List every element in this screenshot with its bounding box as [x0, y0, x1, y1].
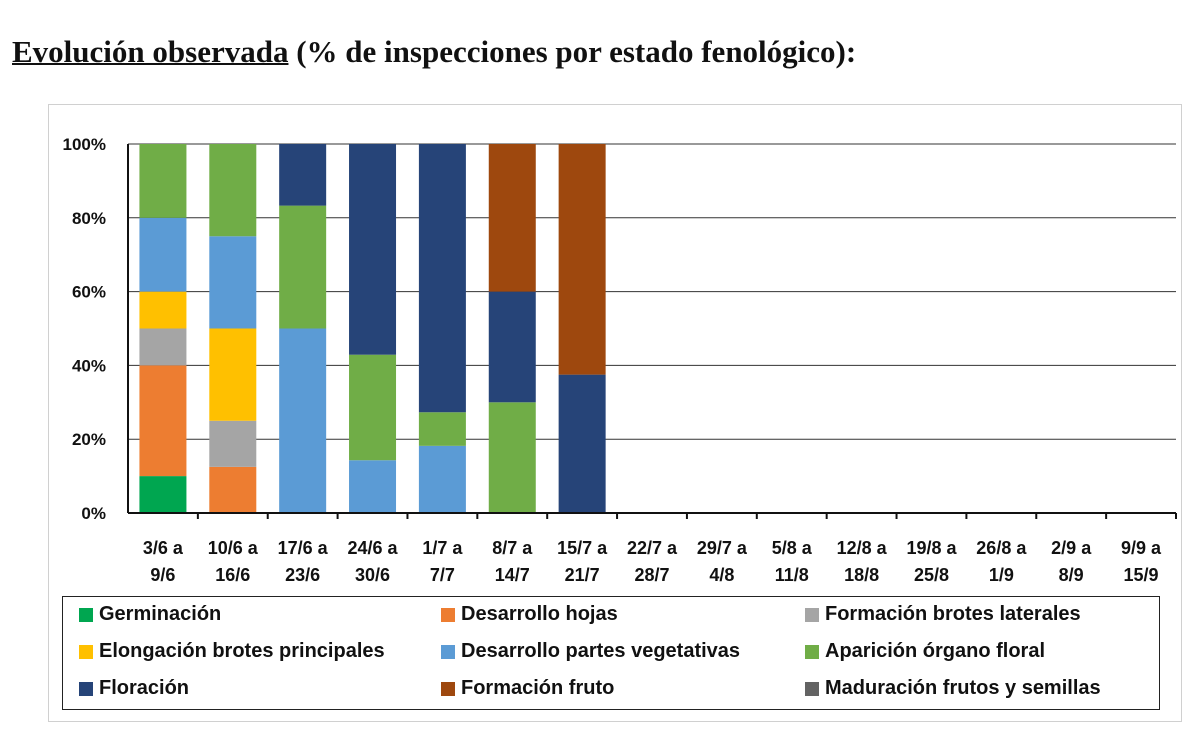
bar-segment-formación-brotes-laterales — [209, 420, 257, 467]
x-tick-label: 3/6 a — [143, 538, 184, 558]
x-tick-label: 26/8 a — [976, 538, 1027, 558]
x-tick-label: 8/9 — [1059, 565, 1084, 585]
bar-segment-floración — [349, 144, 397, 355]
y-tick-label: 80% — [72, 209, 106, 228]
bar-segment-desarrollo-partes-vegetativas — [139, 217, 187, 292]
x-tick-label: 7/7 — [430, 565, 455, 585]
x-tick-label: 15/9 — [1124, 565, 1159, 585]
legend-label: Elongación brotes principales — [99, 640, 385, 662]
bar-segment-floración — [418, 144, 466, 413]
legend-swatch — [79, 607, 93, 622]
bar-segment-formación-brotes-laterales — [139, 328, 187, 366]
bar-segment-desarrollo-partes-vegetativas — [349, 460, 397, 513]
y-tick-label: 100% — [63, 135, 106, 154]
x-tick-label: 21/7 — [565, 565, 600, 585]
legend-label: Desarrollo partes vegetativas — [461, 640, 741, 662]
x-tick-label: 24/6 a — [348, 538, 399, 558]
y-tick-label: 20% — [72, 430, 106, 449]
bar-segment-floración — [558, 374, 606, 513]
bar-segment-formación-fruto — [558, 144, 606, 375]
bar-segment-aparición-órgano-floral — [209, 144, 257, 237]
y-tick-label: 0% — [81, 504, 106, 523]
legend-item: Germinación — [79, 603, 221, 626]
bar-segment-floración — [488, 291, 536, 403]
x-tick-label: 19/8 a — [906, 538, 957, 558]
x-tick-label: 1/9 — [989, 565, 1014, 585]
legend-item: Desarrollo hojas — [441, 603, 618, 626]
x-tick-label: 17/6 a — [278, 538, 329, 558]
x-tick-label: 1/7 a — [422, 538, 463, 558]
x-tick-label: 25/8 — [914, 565, 949, 585]
x-tick-label: 2/9 a — [1051, 538, 1092, 558]
bar-segment-desarrollo-partes-vegetativas — [418, 445, 466, 513]
stacked-bar-chart: 0% 20% 40% 60% 80% 100% 3/6 a 9/6 10/6 a 16/6 17/6… — [63, 135, 1177, 585]
x-tick-label: 23/6 — [285, 565, 320, 585]
bar-segment-desarrollo-hojas — [209, 466, 257, 513]
bar-segment-aparición-órgano-floral — [349, 354, 397, 461]
legend-swatch — [805, 607, 819, 622]
x-tick-label: 4/8 — [709, 565, 734, 585]
bar-segment-aparición-órgano-floral — [488, 402, 536, 513]
legend-label: Desarrollo hojas — [461, 603, 618, 625]
legend-label: Floración — [99, 677, 190, 699]
bar-segment-aparición-órgano-floral — [279, 205, 327, 329]
x-tick-label: 8/7 a — [492, 538, 533, 558]
legend-item: Desarrollo partes vegetativas — [441, 640, 740, 663]
legend: Germinación Desarrollo hojas Formación bro… — [62, 596, 1160, 710]
chart-frame — [48, 104, 1182, 722]
legend-swatch — [441, 644, 455, 659]
bar-segment-elongación-brotes-principales — [209, 328, 257, 421]
bar-segment-formación-fruto — [488, 144, 536, 292]
bar-segment-floración — [279, 144, 327, 206]
legend-swatch — [79, 681, 93, 696]
x-tick-label: 18/8 — [844, 565, 879, 585]
legend-swatch — [805, 644, 819, 659]
x-tick-label: 15/7 a — [557, 538, 608, 558]
x-tick-label: 30/6 — [355, 565, 390, 585]
title-underlined: Evolución observada — [12, 34, 289, 69]
x-tick-label: 12/8 a — [837, 538, 888, 558]
legend-label: Germinación — [99, 603, 222, 625]
bar-segment-desarrollo-partes-vegetativas — [279, 328, 327, 513]
legend-swatch — [441, 681, 455, 696]
x-tick-label: 11/8 — [775, 565, 809, 585]
legend-swatch — [79, 644, 93, 659]
x-tick-label: 5/8 a — [772, 538, 813, 558]
bar-segment-aparición-órgano-floral — [418, 412, 466, 446]
title-rest: (% de inspecciones por estado fenológico… — [288, 34, 857, 69]
legend-label: Formación brotes laterales — [825, 603, 1081, 625]
chart-title: Evolución observada (% de inspecciones p… — [12, 34, 856, 70]
legend-item: Elongación brotes principales — [79, 640, 385, 663]
bar-segment-desarrollo-partes-vegetativas — [209, 236, 257, 329]
bar-segment-germinación — [139, 476, 187, 513]
x-tick-label: 16/6 — [215, 565, 250, 585]
x-tick-label: 10/6 a — [208, 538, 259, 558]
x-tick-label: 29/7 a — [697, 538, 748, 558]
legend-label: Formación fruto — [461, 677, 615, 699]
x-tick-label: 28/7 — [634, 565, 669, 585]
x-tick-label: 9/9 a — [1121, 538, 1162, 558]
legend-item: Floración — [79, 677, 189, 700]
y-tick-label: 40% — [72, 356, 106, 375]
x-tick-label: 9/6 — [150, 565, 175, 585]
legend-swatch — [441, 607, 455, 622]
x-tick-label: 14/7 — [495, 565, 530, 585]
legend-item: Aparición órgano floral — [805, 640, 1045, 663]
bar-segment-aparición-órgano-floral — [139, 144, 187, 218]
legend-item: Formación brotes laterales — [805, 603, 1081, 626]
legend-label: Maduración frutos y semillas — [825, 677, 1101, 699]
x-tick-label: 22/7 a — [627, 538, 678, 558]
legend-item: Formación fruto — [441, 677, 614, 700]
legend-item: Maduración frutos y semillas — [805, 677, 1101, 700]
legend-label: Aparición órgano floral — [825, 640, 1046, 662]
bar-segment-desarrollo-hojas — [139, 365, 187, 477]
legend-swatch — [805, 681, 819, 696]
bar-segment-elongación-brotes-principales — [139, 291, 187, 329]
y-tick-label: 60% — [72, 283, 106, 302]
